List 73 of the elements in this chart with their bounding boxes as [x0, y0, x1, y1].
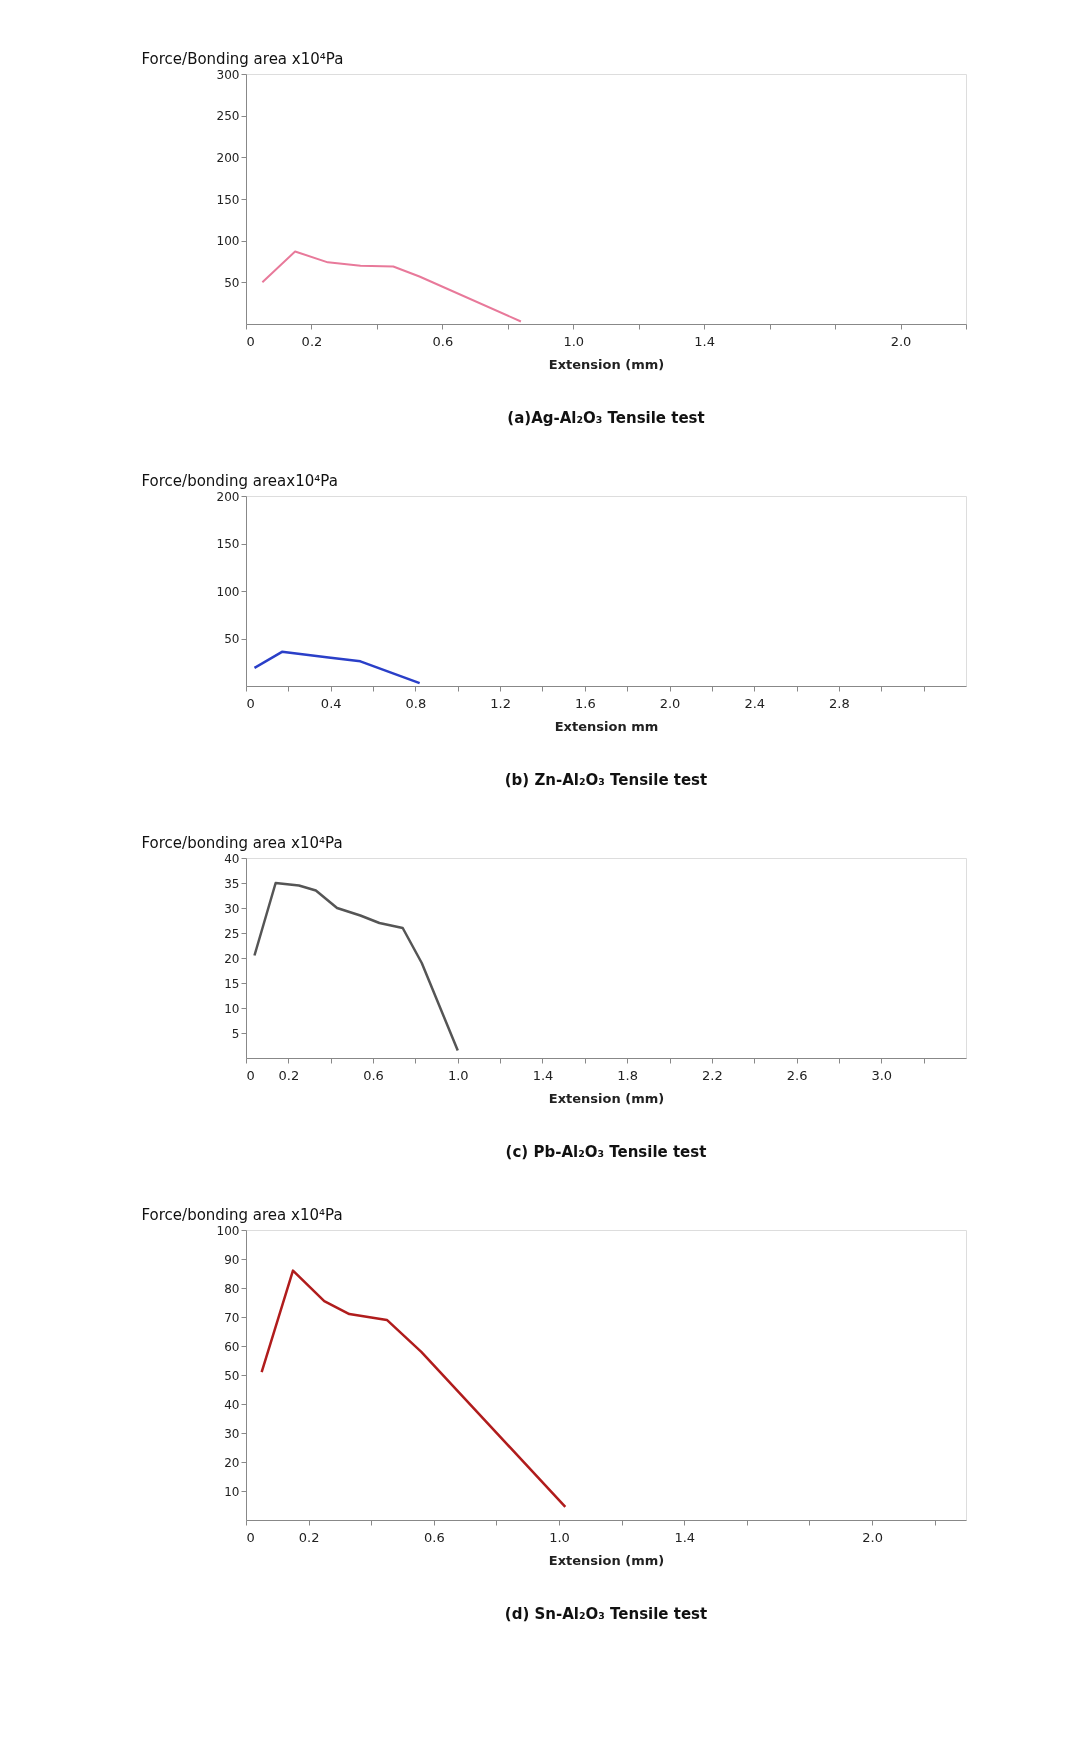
y-tick-label: 30 [224, 901, 240, 916]
y-tick-label: 60 [224, 1339, 240, 1354]
x-tick-label: 2.6 [786, 1067, 808, 1083]
x-tick-label: 1.4 [674, 1529, 696, 1545]
x-axis-title: Extension (mm) [548, 1552, 665, 1568]
y-tick-label: 5 [231, 1026, 240, 1041]
x-tick-label: 0.2 [278, 1067, 300, 1083]
y-tick-label: 50 [224, 1368, 240, 1383]
y-tick-label: 80 [224, 1281, 240, 1296]
y-tick-label: 250 [216, 109, 240, 124]
x-tick-label: 0 [246, 1067, 255, 1083]
line-series [253, 650, 421, 685]
x-tick-label: 0.6 [432, 333, 454, 349]
y-tick-label: 20 [224, 951, 240, 966]
y-tick-label: 10 [224, 1001, 240, 1016]
x-tick-label: 1.6 [574, 695, 596, 711]
x-tick-label: 3.0 [871, 1067, 893, 1083]
y-tick-label: 30 [224, 1426, 240, 1441]
y-tick-label: 200 [216, 150, 240, 165]
x-tick-label: 0 [246, 1529, 255, 1545]
y-tick-label: 50 [224, 632, 240, 646]
y-tick-label: 150 [216, 537, 240, 551]
y-tick-label: 20 [224, 1455, 240, 1470]
y-tick-label: 40 [224, 1397, 240, 1412]
y-tick-label: 25 [224, 926, 240, 941]
y-tick-label: 150 [216, 192, 240, 207]
line-series [261, 250, 522, 323]
y-tick-label: 300 [216, 67, 240, 82]
x-tick-label: 2.4 [744, 695, 766, 711]
x-tick-label: 0.8 [405, 695, 427, 711]
y-tick-label: 50 [224, 275, 240, 290]
y-tick-label: 90 [224, 1252, 240, 1267]
x-tick-label: 2.0 [862, 1529, 883, 1545]
y-tick-label: 40 [224, 851, 240, 866]
y-tick-label: 15 [224, 976, 240, 991]
x-tick-label: 1.0 [447, 1067, 469, 1083]
x-tick-label: 0.6 [423, 1529, 445, 1545]
x-tick-label: 2.0 [890, 333, 912, 349]
x-tick-label: 1.2 [490, 695, 511, 711]
x-tick-label: 1.8 [617, 1067, 639, 1083]
text: (c) Pb-Al₂O₃ Tensile test [505, 1143, 707, 1161]
x-tick-label: 0 [246, 333, 255, 349]
y-tick-label: 200 [216, 489, 240, 504]
y-tick-label: 100 [216, 234, 240, 249]
y-tick-label: 100 [216, 1223, 240, 1238]
line-series [260, 1269, 567, 1509]
x-axis-title: Extension mm [554, 718, 659, 734]
y-axis-title: Force/bonding areax10⁴Pa [141, 471, 338, 490]
x-tick-label: 0 [246, 695, 255, 711]
y-axis-title: Force/Bonding area x10⁴Pa [141, 49, 344, 68]
text: (a)Ag-Al₂O₃ Tensile test [507, 409, 705, 427]
x-tick-label: 1.0 [563, 333, 585, 349]
x-tick-label: 1.4 [532, 1067, 554, 1083]
x-tick-label: 1.4 [694, 333, 716, 349]
x-tick-label: 0.4 [320, 695, 342, 711]
y-axis-title: Force/bonding area x10⁴Pa [141, 833, 343, 852]
y-tick-label: 70 [224, 1310, 240, 1325]
y-tick-label: 100 [216, 584, 240, 599]
x-tick-label: 2.8 [829, 695, 850, 711]
x-tick-label: 1.0 [549, 1529, 570, 1545]
x-tick-label: 2.2 [702, 1067, 723, 1083]
x-axis-title: Extension (mm) [548, 1090, 665, 1106]
x-tick-label: 0.2 [298, 1529, 320, 1545]
x-axis-title: Extension (mm) [548, 356, 665, 372]
y-tick-label: 10 [224, 1484, 240, 1499]
x-tick-label: 0.2 [301, 333, 323, 349]
text: (b) Zn-Al₂O₃ Tensile test [504, 771, 708, 789]
x-tick-label: 2.0 [659, 695, 681, 711]
y-axis-title: Force/bonding area x10⁴Pa [141, 1205, 343, 1224]
line-series [253, 881, 460, 1052]
x-tick-label: 0.6 [363, 1067, 384, 1083]
text: (d) Sn-Al₂O₃ Tensile test [504, 1605, 708, 1623]
y-tick-label: 35 [224, 876, 240, 891]
